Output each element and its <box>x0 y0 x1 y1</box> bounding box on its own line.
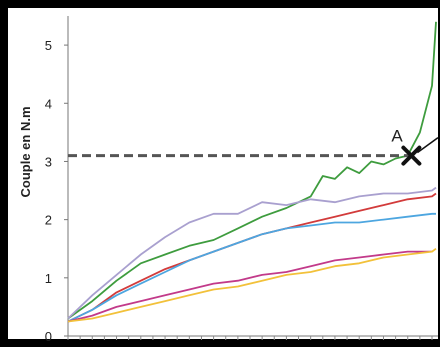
series-line-6 <box>67 247 437 323</box>
series-line-5 <box>67 250 432 323</box>
x-axis-ticks <box>67 336 433 340</box>
series-line-1 <box>67 21 437 320</box>
point-a-cross-marker <box>401 145 422 166</box>
cross-stroke <box>401 145 422 166</box>
series-line-2 <box>67 186 437 320</box>
y-axis-ticks: 0 1 2 3 4 5 <box>45 38 68 344</box>
y-tick-label: 4 <box>45 96 52 111</box>
annotation-label-a: A <box>391 127 403 146</box>
y-tick-label: 1 <box>45 271 52 286</box>
line-chart: Couple en N.m 0 1 2 3 4 5 A <box>8 8 438 344</box>
series-layer <box>67 21 437 323</box>
y-tick-label: 2 <box>45 213 52 228</box>
y-axis-title: Couple en N.m <box>18 106 33 197</box>
chart-background <box>8 8 438 339</box>
y-tick-label: 5 <box>45 38 52 53</box>
y-tick-label: 0 <box>45 329 52 344</box>
y-tick-label: 3 <box>45 154 52 169</box>
series-line-4 <box>67 212 436 323</box>
annotation-arrow <box>416 137 438 154</box>
chart-frame: Couple en N.m 0 1 2 3 4 5 A <box>2 2 438 345</box>
